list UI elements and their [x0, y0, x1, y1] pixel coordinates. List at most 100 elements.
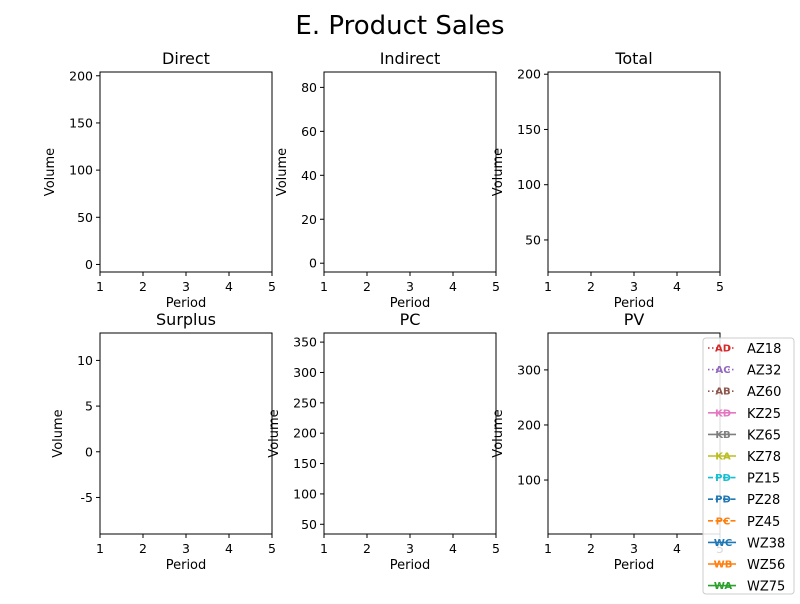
legend-label: WZ56 [747, 558, 785, 573]
legend-label: KZ25 [747, 407, 781, 422]
legend-marker: WB [714, 560, 733, 571]
x-tick-label: 4 [449, 279, 457, 294]
y-tick-label: 0 [309, 256, 317, 271]
legend-marker: AC [715, 365, 730, 376]
y-tick-label: 300 [517, 362, 541, 377]
y-tick-label: 50 [525, 232, 541, 247]
plot-area [323, 71, 497, 273]
x-tick-label: 2 [587, 541, 595, 556]
y-tick-label: 350 [293, 335, 317, 350]
plot-area [547, 332, 721, 535]
y-tick-label: -5 [81, 490, 93, 505]
y-tick-label: 200 [69, 68, 93, 83]
y-tick-label: 200 [293, 426, 317, 441]
legend-marker: AB [715, 387, 730, 398]
x-tick-label: 2 [587, 279, 595, 294]
plot-area [323, 332, 497, 535]
legend-marker: KD [715, 408, 731, 419]
x-tick-label: 1 [96, 279, 104, 294]
legend-entry: KD KZ25 [708, 407, 781, 422]
legend-entry: AC AZ32 [708, 364, 781, 379]
legend-marker: KB [715, 430, 730, 441]
legend-label: WZ38 [747, 536, 785, 551]
y-tick-label: 40 [301, 168, 317, 183]
y-axis-label: Volume [491, 148, 506, 196]
legend-marker: PC [716, 516, 731, 527]
y-tick-label: 150 [517, 122, 541, 137]
subplot-title: Indirect [380, 49, 441, 68]
x-tick-label: 2 [139, 541, 147, 556]
legend-entry: PC PZ45 [708, 515, 780, 530]
y-tick-label: 5 [85, 399, 93, 414]
y-axis-label: Volume [267, 409, 282, 457]
y-tick-label: 150 [293, 456, 317, 471]
y-axis-label: Volume [43, 148, 58, 196]
legend-entry: PD PZ28 [708, 493, 780, 508]
legend-entry: WA WZ75 [708, 580, 785, 595]
x-tick-label: 1 [96, 541, 104, 556]
y-tick-label: 100 [517, 177, 541, 192]
x-tick-label: 2 [139, 279, 147, 294]
subplot-indirect: Indirect 1 2 3 4 5 0 20 40 60 80 Period Volume [275, 49, 500, 311]
legend-label: AZ18 [747, 342, 781, 357]
legend-entry: KB KZ65 [708, 428, 781, 443]
y-tick-label: 250 [293, 395, 317, 410]
x-tick-label: 5 [268, 279, 276, 294]
y-tick-label: 150 [69, 115, 93, 130]
legend-marker: PD [715, 495, 731, 506]
legend-marker: KA [715, 452, 731, 463]
x-tick-label: 1 [544, 541, 552, 556]
legend-label: KZ65 [747, 428, 781, 443]
legend-label: PZ28 [747, 493, 780, 508]
legend-label: PZ45 [747, 515, 780, 530]
y-tick-label: 100 [293, 486, 317, 501]
x-axis-label: Period [166, 558, 207, 573]
legend-marker: WC [714, 538, 732, 549]
y-tick-label: 0 [85, 257, 93, 272]
subplot-title: Surplus [156, 310, 216, 329]
legend-entry: WC WZ38 [708, 536, 785, 551]
x-axis-label: Period [614, 296, 655, 311]
x-tick-label: 5 [268, 541, 276, 556]
x-axis-label: Period [390, 558, 431, 573]
legend-entry: PD PZ15 [708, 472, 780, 487]
legend-label: KZ78 [747, 450, 781, 465]
legend-label: AZ32 [747, 364, 781, 379]
y-axis-label: Volume [491, 409, 506, 457]
subplot-title: PV [624, 310, 645, 329]
y-tick-label: 80 [301, 80, 317, 95]
legend-marker: WA [714, 581, 733, 592]
y-tick-label: 200 [517, 67, 541, 82]
subplot-pc: PC 1 2 3 4 5 50 100 150 200 250 300 350 Period Volume [267, 310, 500, 573]
legend-marker: AD [715, 344, 731, 355]
plot-area [547, 71, 721, 273]
subplot-title: Direct [162, 49, 210, 68]
y-tick-label: 100 [517, 473, 541, 488]
subplot-title: Total [614, 49, 652, 68]
x-tick-label: 1 [544, 279, 552, 294]
x-tick-label: 4 [449, 541, 457, 556]
chart-title: E. Product Sales [295, 11, 504, 41]
legend-marker: PD [715, 473, 731, 484]
y-tick-label: 100 [69, 163, 93, 178]
legend-entry: AD AZ18 [708, 342, 781, 357]
x-tick-label: 5 [492, 541, 500, 556]
legend: AD AZ18 AC AZ32 AB AZ60 KD KZ25 KB KZ65 KA KZ78 PD PZ… [702, 337, 795, 595]
x-axis-label: Period [390, 296, 431, 311]
x-tick-label: 4 [225, 541, 233, 556]
y-tick-label: 10 [77, 353, 93, 368]
x-tick-label: 2 [363, 541, 371, 556]
y-tick-label: 60 [301, 124, 317, 139]
x-tick-label: 3 [630, 541, 638, 556]
subplot-pv: PV 1 2 3 4 5 100 200 300 Period Volume [491, 310, 724, 573]
x-tick-label: 5 [716, 279, 724, 294]
plot-area [99, 332, 273, 535]
x-tick-label: 1 [320, 541, 328, 556]
y-tick-label: 200 [517, 417, 541, 432]
x-tick-label: 2 [363, 279, 371, 294]
x-tick-label: 3 [182, 279, 190, 294]
plot-area [99, 71, 273, 273]
x-tick-label: 3 [182, 541, 190, 556]
